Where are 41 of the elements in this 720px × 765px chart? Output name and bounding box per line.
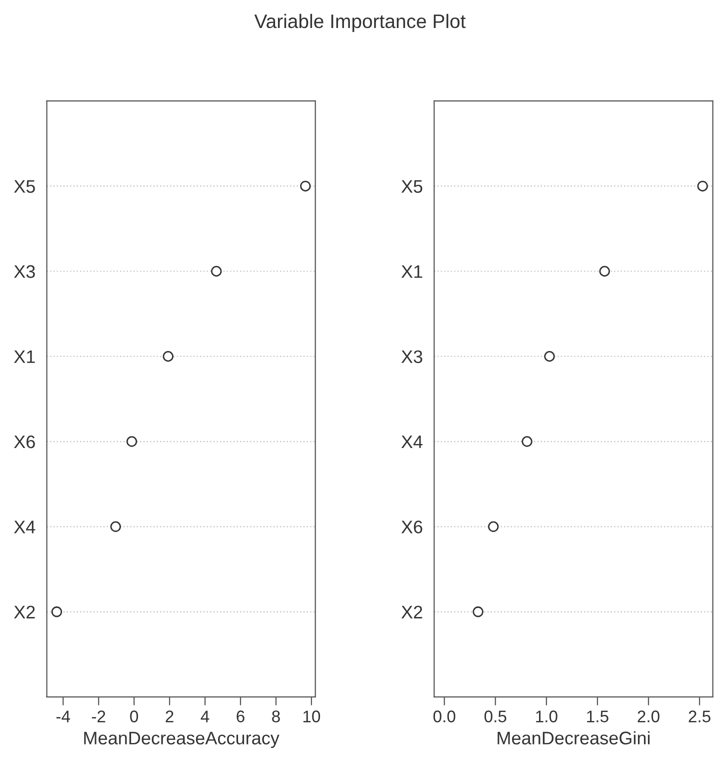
point (522, 436, 532, 447)
y-tick-label: X3 (401, 350, 422, 364)
y-tick-label: X1 (14, 350, 35, 363)
point (697, 180, 708, 192)
x-tick-label: 6 (236, 710, 244, 722)
point (110, 521, 121, 532)
y-tick-label: X2 (401, 606, 422, 618)
point (51, 606, 62, 618)
x-tick-label: 0 (130, 710, 138, 722)
y-tick-label: X4 (14, 520, 36, 534)
y-tick-label: X4 (401, 436, 423, 448)
x-tick-label: 0.5 (484, 710, 506, 722)
x-tick-label: -4 (56, 710, 70, 722)
point (211, 266, 222, 277)
point (300, 180, 311, 192)
x-tick-label: 10 (303, 710, 320, 722)
y-tick-label: X5 (14, 180, 35, 193)
point (162, 351, 174, 362)
x-tick-label: 1.0 (536, 710, 558, 722)
x-tick-label: 8 (272, 710, 280, 722)
x-tick-label: 0.0 (433, 710, 456, 722)
x-axis-title: MeanDecreaseAccuracy (84, 732, 280, 748)
x-tick-label: 2.5 (688, 710, 710, 722)
point (126, 436, 138, 447)
y-tick-label: X6 (401, 520, 422, 534)
y-tick-label: X6 (14, 435, 35, 448)
x-tick-label: 2.0 (638, 710, 660, 722)
x-axis-title: MeanDecreaseGini (498, 731, 650, 744)
point (544, 351, 555, 362)
y-tick-label: X5 (401, 180, 422, 193)
point (599, 266, 610, 277)
x-tick-label: 2 (166, 710, 174, 722)
y-tick-label: X2 (14, 606, 35, 618)
point (472, 606, 484, 618)
y-tick-label: X1 (401, 265, 422, 278)
text: Variable Importance Plot (254, 14, 466, 32)
x-tick-label: 4 (200, 710, 210, 722)
x-tick-label: -2 (92, 710, 106, 722)
y-tick-label: X3 (14, 265, 35, 278)
point (488, 521, 499, 532)
x-tick-label: 1.5 (587, 710, 608, 722)
